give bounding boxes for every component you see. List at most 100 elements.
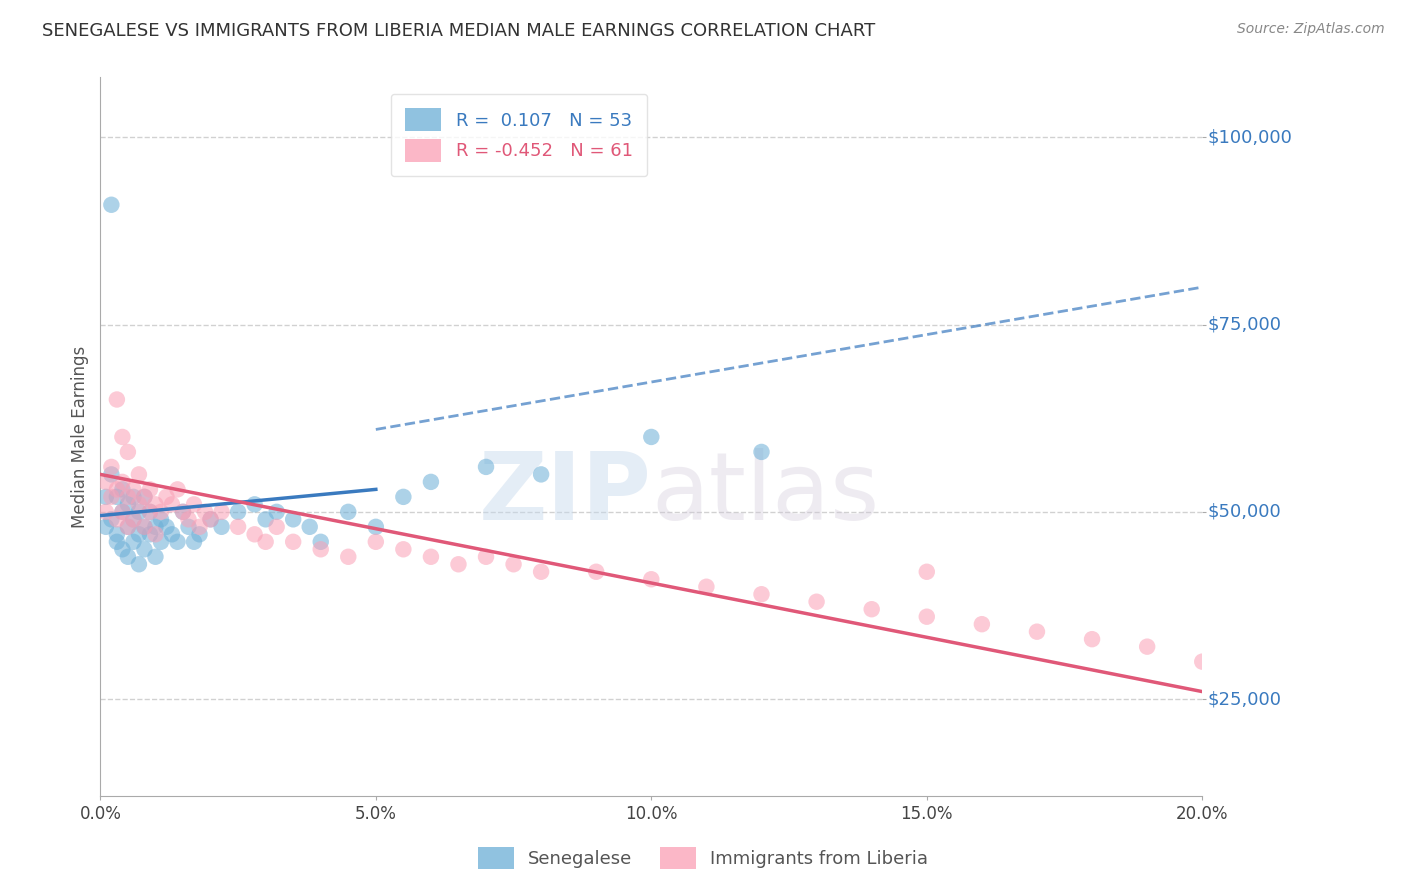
- Point: [640, 430, 662, 444]
- Point: [337, 549, 360, 564]
- Point: [419, 475, 441, 489]
- Point: [128, 467, 150, 482]
- Point: [155, 520, 177, 534]
- Point: [640, 572, 662, 586]
- Point: [139, 483, 162, 497]
- Point: [145, 527, 167, 541]
- Point: [122, 512, 145, 526]
- Point: [226, 520, 249, 534]
- Point: [105, 392, 128, 407]
- Point: [134, 520, 156, 534]
- Point: [392, 542, 415, 557]
- Point: [139, 505, 162, 519]
- Point: [145, 520, 167, 534]
- Point: [105, 534, 128, 549]
- Point: [309, 542, 332, 557]
- Point: [243, 527, 266, 541]
- Legend: R =  0.107   N = 53, R = -0.452   N = 61: R = 0.107 N = 53, R = -0.452 N = 61: [391, 94, 647, 177]
- Point: [1191, 655, 1213, 669]
- Point: [122, 483, 145, 497]
- Point: [751, 587, 773, 601]
- Y-axis label: Median Male Earnings: Median Male Earnings: [72, 346, 89, 528]
- Point: [117, 490, 139, 504]
- Point: [94, 505, 117, 519]
- Point: [194, 505, 217, 519]
- Text: SENEGALESE VS IMMIGRANTS FROM LIBERIA MEDIAN MALE EARNINGS CORRELATION CHART: SENEGALESE VS IMMIGRANTS FROM LIBERIA ME…: [42, 22, 876, 40]
- Point: [134, 542, 156, 557]
- Point: [166, 534, 188, 549]
- Point: [155, 490, 177, 504]
- Point: [111, 475, 134, 489]
- Point: [105, 490, 128, 504]
- Point: [447, 558, 470, 572]
- Point: [145, 497, 167, 511]
- Point: [177, 520, 200, 534]
- Point: [94, 490, 117, 504]
- Point: [243, 497, 266, 511]
- Point: [172, 505, 194, 519]
- Point: [105, 512, 128, 526]
- Point: [806, 595, 828, 609]
- Point: [530, 565, 553, 579]
- Point: [183, 497, 205, 511]
- Point: [122, 534, 145, 549]
- Point: [283, 512, 305, 526]
- Point: [266, 520, 288, 534]
- Point: [188, 520, 211, 534]
- Point: [122, 512, 145, 526]
- Point: [1136, 640, 1159, 654]
- Point: [183, 534, 205, 549]
- Point: [134, 490, 156, 504]
- Point: [117, 520, 139, 534]
- Text: atlas: atlas: [651, 449, 880, 541]
- Point: [100, 459, 122, 474]
- Point: [128, 558, 150, 572]
- Point: [530, 467, 553, 482]
- Point: [111, 505, 134, 519]
- Point: [695, 580, 717, 594]
- Point: [149, 505, 172, 519]
- Point: [111, 430, 134, 444]
- Point: [94, 475, 117, 489]
- Point: [111, 505, 134, 519]
- Point: [105, 527, 128, 541]
- Point: [226, 505, 249, 519]
- Point: [100, 198, 122, 212]
- Point: [200, 512, 222, 526]
- Point: [117, 445, 139, 459]
- Point: [211, 520, 233, 534]
- Point: [160, 497, 183, 511]
- Point: [111, 483, 134, 497]
- Point: [475, 549, 498, 564]
- Point: [1081, 632, 1104, 647]
- Point: [117, 497, 139, 511]
- Point: [134, 490, 156, 504]
- Point: [100, 490, 122, 504]
- Point: [100, 467, 122, 482]
- Point: [1026, 624, 1049, 639]
- Point: [751, 445, 773, 459]
- Point: [139, 505, 162, 519]
- Point: [364, 520, 387, 534]
- Point: [337, 505, 360, 519]
- Point: [128, 505, 150, 519]
- Point: [177, 512, 200, 526]
- Point: [200, 512, 222, 526]
- Legend: Senegalese, Immigrants from Liberia: Senegalese, Immigrants from Liberia: [468, 838, 938, 879]
- Point: [211, 505, 233, 519]
- Point: [172, 505, 194, 519]
- Point: [149, 534, 172, 549]
- Point: [254, 512, 277, 526]
- Point: [364, 534, 387, 549]
- Text: Source: ZipAtlas.com: Source: ZipAtlas.com: [1237, 22, 1385, 37]
- Point: [117, 520, 139, 534]
- Point: [915, 565, 938, 579]
- Point: [139, 527, 162, 541]
- Point: [128, 497, 150, 511]
- Point: [419, 549, 441, 564]
- Point: [122, 490, 145, 504]
- Point: [134, 520, 156, 534]
- Point: [105, 483, 128, 497]
- Point: [266, 505, 288, 519]
- Point: [111, 542, 134, 557]
